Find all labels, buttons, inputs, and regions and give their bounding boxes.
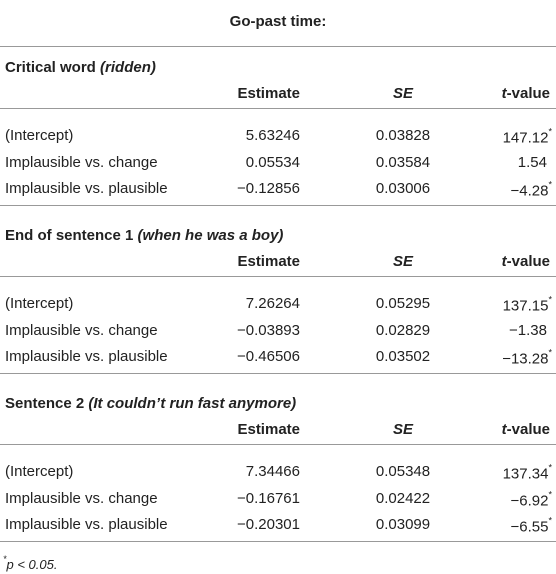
column-header-text: t-value bbox=[501, 421, 550, 438]
t-value: −4.28* bbox=[511, 178, 552, 201]
footnote-mark: * bbox=[3, 553, 7, 564]
estimate: −0.16761 bbox=[237, 489, 300, 507]
standard-error: 0.03099 bbox=[375, 516, 431, 533]
row-label: (Intercept) bbox=[5, 127, 74, 144]
rule bbox=[0, 276, 556, 277]
section-title: End of sentence 1 bbox=[5, 227, 134, 244]
standard-error: 0.03502 bbox=[375, 348, 431, 365]
column-header: SE bbox=[392, 253, 413, 270]
t-value: 137.15* bbox=[503, 293, 552, 316]
t-value-text: −6.92 bbox=[510, 492, 549, 509]
t-value-text: 137.15 bbox=[502, 297, 549, 315]
rule bbox=[0, 46, 556, 47]
row-label: Implausible vs. plausible bbox=[5, 516, 168, 533]
column-header-text: t-value bbox=[501, 253, 550, 270]
section-heading: Critical word (ridden) bbox=[5, 59, 156, 77]
table-title: Go-past time: bbox=[229, 13, 327, 30]
significance-mark: * bbox=[548, 126, 552, 137]
standard-error: 0.02422 bbox=[375, 489, 431, 507]
t-value: 1.54 bbox=[518, 154, 547, 172]
t-value-text: −13.28 bbox=[502, 350, 549, 368]
standard-error: 0.05295 bbox=[375, 295, 431, 312]
section-title: Critical word bbox=[5, 59, 96, 76]
column-header: Estimate bbox=[237, 253, 300, 270]
t-value-text: 137.34 bbox=[502, 465, 549, 483]
footnote-text: p < 0.05. bbox=[6, 557, 58, 573]
standard-error: 0.03006 bbox=[375, 180, 431, 197]
significance-mark: * bbox=[548, 489, 552, 499]
column-header: SE bbox=[392, 421, 413, 438]
column-header-text: t-value bbox=[501, 85, 550, 102]
section-heading: Sentence 2 (It couldn’t run fast anymore… bbox=[5, 395, 296, 413]
rule bbox=[0, 373, 556, 374]
row-label: Implausible vs. change bbox=[5, 489, 158, 507]
row-label: Implausible vs. change bbox=[5, 153, 158, 171]
standard-error: 0.03584 bbox=[375, 153, 431, 171]
t-value: 147.12* bbox=[503, 125, 552, 148]
t-value: −13.28* bbox=[502, 346, 552, 369]
column-header: Estimate bbox=[237, 85, 300, 102]
t-value-text: 147.12 bbox=[502, 129, 549, 147]
estimate: −0.03893 bbox=[237, 321, 300, 339]
section-title: Sentence 2 bbox=[5, 395, 85, 412]
significance-mark: * bbox=[548, 462, 552, 473]
t-value: −1.38 bbox=[509, 322, 547, 340]
section-subtitle: (ridden) bbox=[100, 59, 156, 76]
t-value-text: −4.28 bbox=[510, 182, 549, 200]
column-header: t-value bbox=[502, 85, 550, 103]
section-subtitle: (when he was a boy) bbox=[137, 227, 284, 244]
significance-mark: * bbox=[548, 347, 552, 358]
significance-mark: * bbox=[548, 179, 552, 190]
section-heading: End of sentence 1 (when he was a boy) bbox=[5, 227, 283, 245]
rule bbox=[0, 541, 556, 542]
footnote: *p < 0.05. bbox=[3, 552, 57, 574]
estimate: −0.12856 bbox=[237, 180, 300, 197]
t-value-text: −1.38 bbox=[509, 321, 547, 339]
row-label: (Intercept) bbox=[5, 295, 74, 312]
t-value-text: 1.54 bbox=[517, 153, 547, 171]
estimate: 0.05534 bbox=[245, 153, 300, 171]
row-label: Implausible vs. plausible bbox=[5, 180, 168, 197]
column-header: t-value bbox=[502, 253, 550, 271]
column-header: t-value bbox=[502, 421, 550, 439]
t-value: −6.92* bbox=[511, 487, 552, 510]
rule bbox=[0, 444, 556, 445]
t-value: −6.55* bbox=[511, 514, 552, 537]
estimate: 7.34466 bbox=[245, 463, 300, 480]
rule bbox=[0, 108, 556, 109]
column-header: Estimate bbox=[237, 421, 300, 438]
significance-mark: * bbox=[548, 515, 552, 526]
significance-mark: * bbox=[548, 294, 552, 305]
row-label: Implausible vs. change bbox=[5, 321, 158, 339]
standard-error: 0.05348 bbox=[375, 463, 431, 480]
row-label: (Intercept) bbox=[5, 463, 74, 480]
rule bbox=[0, 205, 556, 206]
t-value: 137.34* bbox=[503, 461, 552, 484]
standard-error: 0.02829 bbox=[375, 321, 431, 339]
column-header: SE bbox=[392, 85, 413, 102]
estimate: −0.20301 bbox=[237, 516, 300, 533]
t-value-text: −6.55 bbox=[510, 518, 549, 536]
row-label: Implausible vs. plausible bbox=[5, 348, 168, 365]
section-subtitle: (It couldn’t run fast anymore) bbox=[88, 395, 297, 412]
estimate: 5.63246 bbox=[245, 127, 300, 144]
estimate: −0.46506 bbox=[237, 348, 300, 365]
standard-error: 0.03828 bbox=[375, 127, 431, 144]
estimate: 7.26264 bbox=[245, 295, 300, 312]
